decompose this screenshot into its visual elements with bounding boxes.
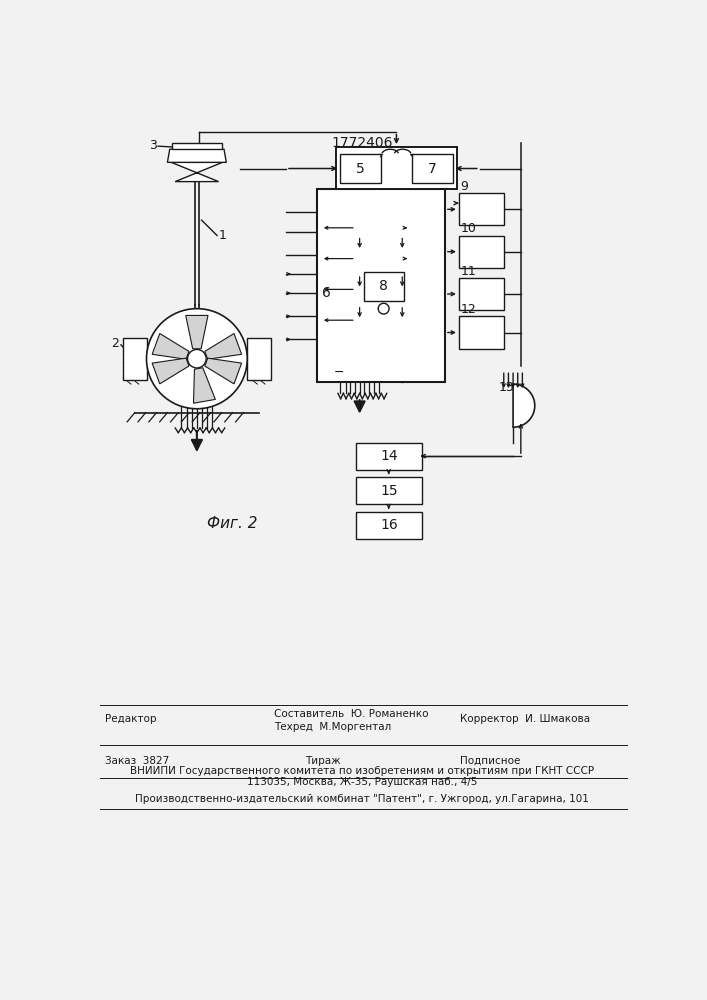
Bar <box>412 154 452 183</box>
Text: Тираж: Тираж <box>305 756 341 766</box>
Text: 12: 12 <box>460 303 476 316</box>
Bar <box>356 477 422 504</box>
Bar <box>356 443 422 470</box>
Bar <box>317 189 445 382</box>
Text: Заказ  3827: Заказ 3827 <box>105 756 170 766</box>
Text: 11: 11 <box>460 265 476 278</box>
Circle shape <box>187 349 206 368</box>
Polygon shape <box>205 334 242 359</box>
Bar <box>459 235 504 268</box>
Bar <box>247 338 271 380</box>
Bar <box>356 512 422 539</box>
Text: 1: 1 <box>218 229 226 242</box>
Polygon shape <box>168 149 226 162</box>
Text: 6: 6 <box>322 286 331 300</box>
Text: 13: 13 <box>499 381 515 394</box>
Text: Корректор  И. Шмакова: Корректор И. Шмакова <box>460 714 590 724</box>
Text: 14: 14 <box>380 449 398 463</box>
Text: Производственно-издательский комбинат "Патент", г. Ужгород, ул.Гагарина, 101: Производственно-издательский комбинат "П… <box>135 794 589 804</box>
Text: Подписное: Подписное <box>460 756 521 766</box>
Text: 5: 5 <box>356 162 365 176</box>
Text: 7: 7 <box>428 162 437 176</box>
Polygon shape <box>194 368 216 403</box>
Text: 3: 3 <box>148 139 156 152</box>
Circle shape <box>146 309 247 409</box>
Text: Фиг. 2: Фиг. 2 <box>206 516 257 531</box>
Bar <box>340 154 380 183</box>
Text: 16: 16 <box>380 518 398 532</box>
Text: 2: 2 <box>112 337 119 350</box>
Polygon shape <box>152 334 189 359</box>
Polygon shape <box>513 384 534 427</box>
Bar <box>123 338 146 380</box>
Polygon shape <box>205 358 242 384</box>
Text: 9: 9 <box>460 180 468 193</box>
Text: 15: 15 <box>380 484 398 498</box>
Text: −: − <box>334 366 344 379</box>
Bar <box>459 278 504 310</box>
Bar <box>337 147 457 189</box>
Bar <box>363 272 404 301</box>
Text: Составитель  Ю. Романенко: Составитель Ю. Романенко <box>274 709 429 719</box>
Bar <box>459 316 504 349</box>
Polygon shape <box>171 162 223 182</box>
Text: 10: 10 <box>460 222 477 235</box>
Text: ВНИИПИ Государственного комитета по изобретениям и открытиям при ГКНТ СССР: ВНИИПИ Государственного комитета по изоб… <box>130 766 594 776</box>
Text: Редактор: Редактор <box>105 714 157 724</box>
Polygon shape <box>186 315 208 349</box>
Text: 113035, Москва, Ж-35, Раушская наб., 4/5: 113035, Москва, Ж-35, Раушская наб., 4/5 <box>247 777 477 787</box>
Polygon shape <box>152 358 189 384</box>
Text: Техред  М.Моргентал: Техред М.Моргентал <box>274 722 392 732</box>
Bar <box>459 193 504 225</box>
Polygon shape <box>172 143 222 149</box>
Circle shape <box>378 303 389 314</box>
Text: 1772406: 1772406 <box>331 136 392 150</box>
Text: 8: 8 <box>379 279 388 293</box>
